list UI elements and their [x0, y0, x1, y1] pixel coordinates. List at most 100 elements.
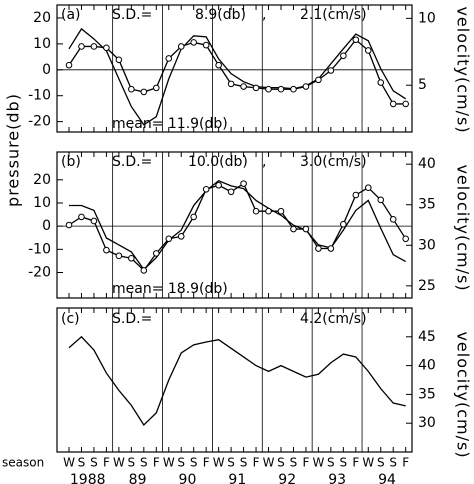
series-marker [128, 254, 135, 262]
series-marker [240, 83, 247, 90]
series-marker [277, 85, 285, 93]
series-marker [202, 186, 210, 193]
year-label: 92 [278, 472, 296, 484]
series-line [68, 335, 406, 426]
series-marker [402, 235, 409, 243]
series-marker [90, 217, 98, 225]
mean-label: mean= 18.9(db) [112, 281, 228, 297]
x-tick-label: S [290, 456, 298, 470]
series-marker [352, 191, 360, 199]
series-marker [402, 100, 409, 108]
series-marker [103, 44, 110, 52]
series-marker [215, 61, 222, 69]
y-tick-label: 0 [42, 218, 51, 234]
series-marker [364, 47, 372, 54]
series-marker [227, 80, 235, 88]
y-tick-label: -20 [28, 265, 51, 281]
year-label: 91 [228, 472, 246, 484]
series-line [68, 38, 406, 105]
x-tick-label: S [277, 456, 285, 470]
x-tick-label: S [177, 456, 185, 470]
series-marker [165, 235, 173, 243]
series-marker [340, 220, 347, 228]
y2-tick-label: 30 [418, 237, 436, 253]
y-tick-label: 20 [33, 172, 51, 188]
panel-label: (b) [61, 154, 81, 170]
series-marker [65, 221, 73, 229]
y2-tick-label: 35 [418, 197, 436, 213]
series-marker [103, 246, 110, 254]
y-tick-label: 20 [33, 10, 51, 26]
plot-frame [56, 4, 413, 133]
panel-label: (a) [61, 7, 81, 23]
series-marker [302, 83, 310, 90]
series-marker [152, 84, 160, 92]
plot-frame [56, 307, 413, 453]
sd-label: S.D.= [112, 154, 152, 170]
series-marker [240, 180, 247, 187]
series-marker [115, 252, 123, 260]
series-marker [140, 88, 148, 96]
x-tick-label: S [389, 456, 397, 470]
series-marker [265, 85, 272, 93]
series-marker [78, 43, 85, 50]
series-marker [315, 76, 322, 84]
x-tick-label: S [78, 456, 86, 470]
series-marker [115, 56, 123, 64]
sd-pressure: 10.0(db) [188, 154, 248, 170]
series-marker [265, 207, 272, 215]
series-marker [352, 36, 360, 44]
x-tick-label: S [377, 456, 385, 470]
series-marker [252, 84, 260, 92]
sd-pressure: 8.9(db) [195, 7, 246, 23]
series-marker [290, 85, 297, 93]
x-tick-label: F [302, 456, 309, 470]
x-tick-label: S [140, 456, 148, 470]
y2-tick-label: 35 [418, 386, 436, 402]
series-line [68, 27, 407, 126]
series-marker [190, 39, 197, 46]
x-tick-label: W [213, 456, 225, 470]
year-label: 1988 [70, 472, 106, 484]
series-marker [165, 55, 173, 62]
x-tick-label: F [402, 456, 409, 470]
x-tick-label: S [128, 456, 136, 470]
y-axis-label: pressure(db) [4, 93, 23, 207]
x-tick-label: S [240, 456, 248, 470]
series-marker [377, 79, 385, 86]
series-marker [215, 181, 222, 189]
series-marker [290, 225, 297, 233]
year-label: 90 [179, 472, 197, 484]
series-marker [128, 85, 135, 93]
y-tick-label: -10 [28, 88, 51, 104]
y2-axis-label: velocity(cm/s) [454, 6, 473, 133]
x-tick-label: F [253, 456, 260, 470]
sd-separator: , [262, 7, 266, 23]
y2-tick-label: 40 [418, 358, 436, 374]
x-tick-label: S [340, 456, 348, 470]
series-marker [327, 245, 335, 252]
panel-label: (c) [61, 311, 80, 327]
sd-separator: , [262, 154, 266, 170]
series-marker [327, 67, 335, 74]
year-label: 93 [328, 472, 346, 484]
series-marker [389, 216, 397, 223]
sd-velocity: 3.0(cm/s) [300, 154, 367, 170]
series-marker [315, 245, 322, 252]
x-tick-label: S [227, 456, 235, 470]
x-tick-label: W [263, 456, 275, 470]
x-tick-label: W [63, 456, 75, 470]
plot-frame [56, 151, 413, 299]
y2-tick-label: 25 [418, 278, 436, 294]
series-marker [65, 61, 73, 69]
y-tick-label: 10 [33, 36, 51, 52]
x-tick-label: F [103, 456, 110, 470]
x-tick-label: W [163, 456, 175, 470]
x-tick-label: S [327, 456, 335, 470]
series-marker [377, 196, 385, 204]
y2-tick-label: 45 [418, 329, 436, 345]
x-tick-label: F [153, 456, 160, 470]
series-line [68, 182, 407, 272]
y2-axis-label: velocity(cm/s) [454, 331, 473, 458]
series-marker [190, 213, 197, 221]
